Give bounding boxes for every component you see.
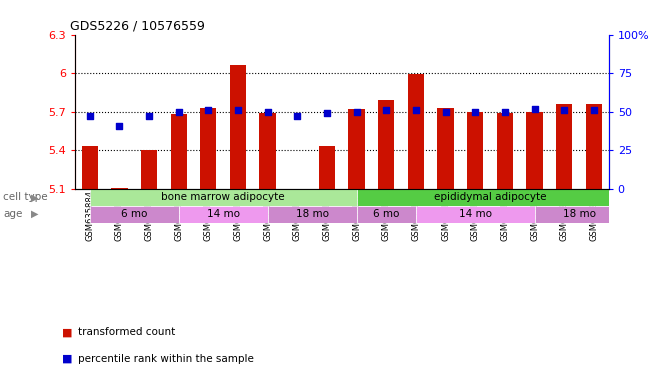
Bar xyxy=(90,206,178,223)
Point xyxy=(322,110,332,116)
Bar xyxy=(230,65,246,189)
Bar xyxy=(348,109,365,189)
Point xyxy=(114,122,124,129)
Text: 14 mo: 14 mo xyxy=(459,209,492,219)
Point xyxy=(233,107,243,113)
Text: 18 mo: 18 mo xyxy=(296,209,329,219)
Text: 6 mo: 6 mo xyxy=(373,209,400,219)
Bar xyxy=(171,114,187,189)
Bar xyxy=(111,187,128,189)
Point xyxy=(411,107,421,113)
Point xyxy=(529,106,540,112)
Bar xyxy=(378,100,395,189)
Point xyxy=(589,107,599,113)
Bar xyxy=(141,150,157,189)
Bar xyxy=(178,206,268,223)
Bar xyxy=(416,206,534,223)
Bar xyxy=(527,112,543,189)
Bar xyxy=(408,74,424,189)
Bar xyxy=(437,108,454,189)
Text: transformed count: transformed count xyxy=(78,327,175,337)
Point xyxy=(381,107,391,113)
Text: GDS5226 / 10576559: GDS5226 / 10576559 xyxy=(70,19,204,32)
Point xyxy=(262,109,273,115)
Point xyxy=(85,113,95,119)
Bar xyxy=(319,146,335,189)
Bar xyxy=(260,113,276,189)
Bar xyxy=(268,206,357,223)
Point xyxy=(203,107,214,113)
Text: ■: ■ xyxy=(62,354,72,364)
Text: ▶: ▶ xyxy=(31,209,38,219)
Text: bone marrow adipocyte: bone marrow adipocyte xyxy=(161,192,285,202)
Bar xyxy=(200,108,217,189)
Bar xyxy=(357,206,416,223)
Bar xyxy=(81,146,98,189)
Text: 14 mo: 14 mo xyxy=(206,209,240,219)
Bar xyxy=(556,104,572,189)
Text: 18 mo: 18 mo xyxy=(562,209,596,219)
Point xyxy=(559,107,570,113)
Text: epididymal adipocyte: epididymal adipocyte xyxy=(434,192,546,202)
Bar xyxy=(586,104,602,189)
Text: percentile rank within the sample: percentile rank within the sample xyxy=(78,354,254,364)
Point xyxy=(173,109,184,115)
Text: cell type: cell type xyxy=(3,192,48,202)
Point xyxy=(144,113,154,119)
Point xyxy=(440,109,450,115)
Text: ▶: ▶ xyxy=(31,192,38,202)
Text: 6 mo: 6 mo xyxy=(121,209,147,219)
Text: age: age xyxy=(3,209,23,219)
Bar xyxy=(534,206,624,223)
Point xyxy=(352,109,362,115)
Bar xyxy=(357,189,624,206)
Point xyxy=(470,109,480,115)
Bar xyxy=(497,113,513,189)
Bar xyxy=(90,189,357,206)
Point xyxy=(292,113,303,119)
Bar xyxy=(467,112,484,189)
Point xyxy=(500,109,510,115)
Text: ■: ■ xyxy=(62,327,72,337)
